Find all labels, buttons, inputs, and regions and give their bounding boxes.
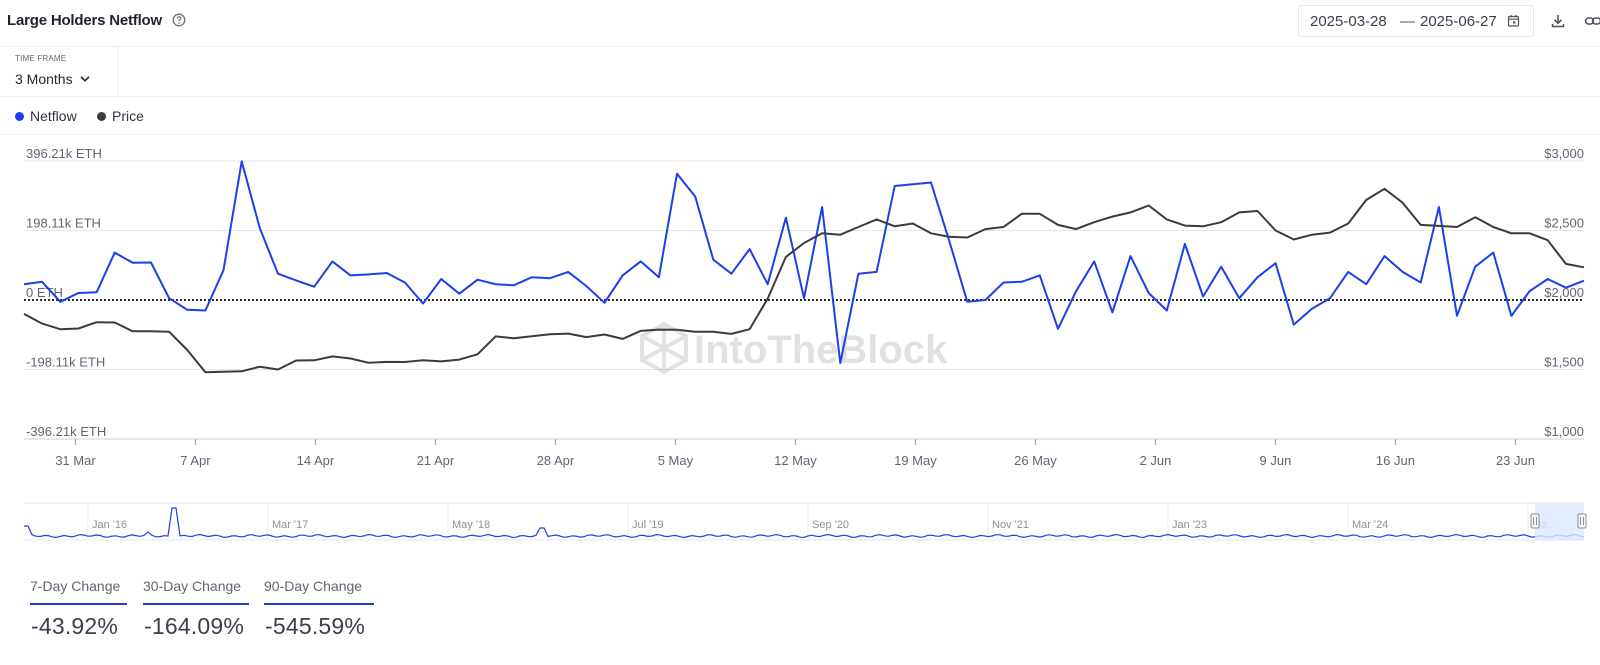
stat-90-day-value: -545.59% [265,613,366,639]
x-axis-tick-label: 19 May [894,453,937,468]
right-axis-tick-label: $3,000 [1544,146,1584,161]
x-axis-tick-label: 31 Mar [55,453,96,468]
right-axis-tick-label: $1,500 [1544,355,1584,370]
stat-30-day-value: -164.09% [144,613,245,639]
navigator-selection [1535,503,1584,540]
link-icon[interactable] [1584,13,1600,29]
right-axis-tick-label: $2,000 [1544,285,1584,300]
x-axis-tick-label: 21 Apr [417,453,455,468]
navigator-tick-label: Nov '21 [992,519,1029,531]
watermark-icon [640,321,688,375]
series-line-price [23,187,1585,374]
x-axis-tick-label: 5 May [658,453,694,468]
legend-price-swatch [97,112,106,121]
stat-30-day-label: 30-Day Change [143,578,242,594]
navigator-tick-label: Sep '20 [812,519,849,531]
left-axis-tick-label: 198.11k ETH [26,216,101,231]
timeframe-select[interactable]: 3 Months [15,71,73,87]
navigator-tick-label: Mar '24 [1352,519,1388,531]
series-line-netflow [23,160,1585,365]
stat-30-day-underline [143,603,249,605]
stat-90-day-label: 90-Day Change [264,578,363,594]
chevron-down-icon[interactable] [80,75,90,83]
navigator-tick-label: Jan '23 [1172,519,1207,531]
x-axis-tick-label: 2 Jun [1140,453,1172,468]
legend-netflow-swatch [15,112,24,121]
left-axis-tick-label: 0 ETH [26,285,63,300]
page-title: Large Holders Netflow [7,12,162,29]
stat-7-day-underline [30,603,127,605]
navigator-tick-label: Jul '19 [632,519,663,531]
legend-price-label: Price [112,108,144,124]
navigator-tick-label: Mar '17 [272,519,308,531]
x-axis-tick-label: 12 May [774,453,817,468]
x-axis-tick-label: 7 Apr [180,453,211,468]
x-axis-tick-label: 9 Jun [1260,453,1292,468]
right-axis-tick-label: $1,000 [1544,424,1584,439]
date-range-picker[interactable]: 2025-03-28 — 2025-06-27 [1298,5,1534,37]
header-bar: Large Holders Netflow 2025-03-28 — 2025-… [0,0,1600,47]
x-axis-tick-label: 14 Apr [297,453,335,468]
stat-7-day-value: -43.92% [31,613,119,639]
date-from: 2025-03-28 [1310,13,1387,30]
divider [0,96,1600,97]
stat-90-day[interactable]: 90-Day Change -545.59% [264,578,374,639]
navigator-handle [1577,513,1587,529]
left-axis-tick-label: -396.21k ETH [26,424,106,439]
stat-7-day-label: 7-Day Change [30,578,121,594]
right-axis-tick-label: $2,500 [1544,216,1584,231]
timeframe-label: TIME FRAME [15,54,67,63]
date-separator: — [1400,13,1415,30]
left-axis-tick-label: -198.11k ETH [26,355,105,370]
timeframe-panel [0,46,118,96]
series-price [23,187,1585,374]
x-axis-tick-label: 23 Jun [1496,453,1535,468]
calendar-icon [1507,15,1520,27]
series-netflow [23,160,1585,365]
date-to: 2025-06-27 [1420,13,1497,30]
divider [0,134,1600,135]
navigator-tick-label: May '18 [452,519,490,531]
navigator-tick-label: Jan '16 [92,519,127,531]
watermark-text: IntoTheBlock [694,328,948,372]
x-axis-tick-label: 26 May [1014,453,1057,468]
netflow-price-chart[interactable]: 396.21k ETH 198.11k ETH 0 ETH -198.11k ETH -… [0,140,1600,485]
navigator-handle [1530,513,1540,529]
legend-netflow-label: Netflow [30,108,77,124]
stat-90-day-underline [264,603,374,605]
watermark-logo [640,321,688,375]
help-icon[interactable] [172,13,186,27]
download-icon[interactable] [1550,13,1566,29]
x-axis-tick-label: 28 Apr [537,453,575,468]
left-axis-tick-label: 396.21k ETH [26,146,102,161]
stat-7-day[interactable]: 7-Day Change -43.92% [30,578,127,639]
range-navigator[interactable]: Jan '16 Mar '17 May '18 Jul '19 Sep '20 Nov '… [0,500,1600,545]
x-axis-tick-label: 16 Jun [1376,453,1415,468]
stat-30-day[interactable]: 30-Day Change -164.09% [143,578,249,639]
navigator-sparkline [24,507,1585,539]
